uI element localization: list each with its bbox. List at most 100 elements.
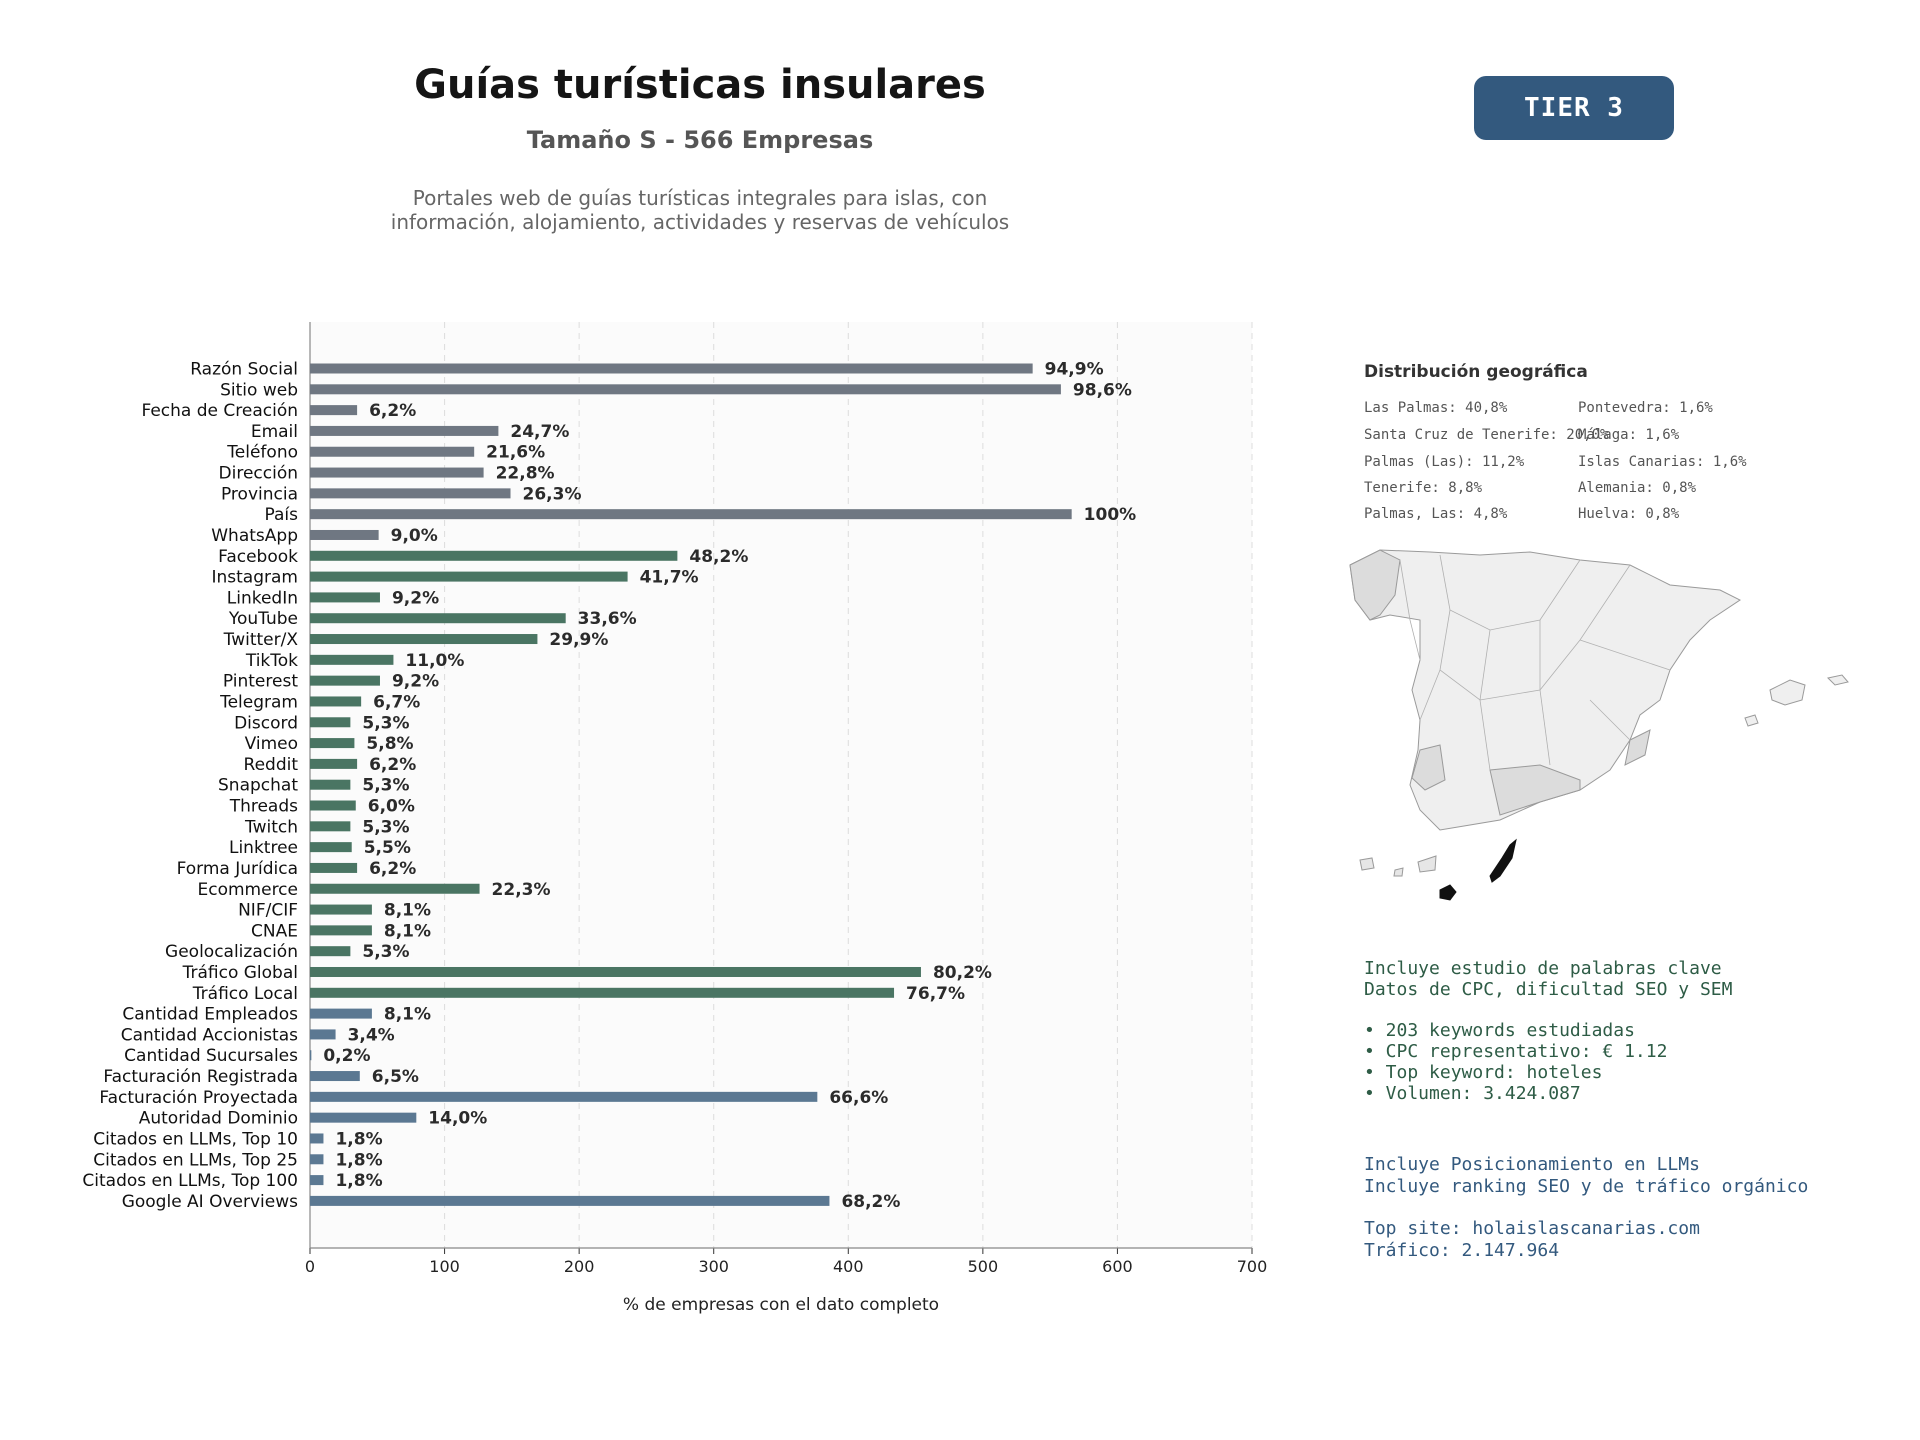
bar (310, 634, 538, 645)
bar-data-label: 41,7% (640, 568, 699, 588)
bar-data-label: 21,6% (486, 443, 545, 463)
x-tick-label: 500 (968, 1257, 999, 1276)
geo-item: Alemania: 0,8% (1578, 480, 1697, 496)
bar-data-label: 33,6% (578, 609, 637, 629)
top-site-traffic: Tráfico: 2.147.964 (1364, 1240, 1560, 1261)
bar (310, 738, 355, 749)
keywords-line: Datos de CPC, dificultad SEO y SEM (1364, 979, 1733, 1000)
y-tick-label: Teléfono (226, 443, 298, 463)
geo-item: Islas Canarias: 1,6% (1578, 454, 1747, 470)
bar-data-label: 80,2% (933, 963, 992, 983)
bar-data-label: 6,2% (369, 859, 416, 879)
bar (310, 904, 372, 915)
bar (310, 613, 566, 624)
bar-data-label: 5,8% (366, 734, 413, 754)
y-tick-label: NIF/CIF (238, 901, 298, 921)
y-tick-label: Tráfico Global (182, 963, 298, 983)
bar-data-label: 5,5% (364, 838, 411, 858)
bar (310, 446, 475, 457)
y-tick-label: Telegram (219, 692, 298, 712)
bar (310, 592, 380, 603)
bar (310, 696, 362, 707)
page-description: Portales web de guías turísticas integra… (300, 186, 1100, 234)
bar (310, 842, 352, 853)
bar (310, 529, 379, 540)
y-tick-label: Geolocalización (165, 942, 298, 962)
map-huelva (1411, 744, 1446, 791)
y-tick-label: LinkedIn (227, 588, 298, 608)
bar-data-label: 9,0% (391, 526, 438, 546)
bar-data-label: 5,3% (362, 713, 409, 733)
y-tick-label: Autoridad Dominio (139, 1109, 298, 1129)
bar-data-label: 48,2% (689, 547, 748, 567)
y-tick-label: Forma Jurídica (177, 859, 298, 879)
bar-data-label: 9,2% (392, 588, 439, 608)
y-tick-label: Twitter/X (223, 630, 299, 650)
bar-data-label: 6,2% (369, 755, 416, 775)
x-tick-label: 100 (429, 1257, 460, 1276)
keywords-bullet: • CPC representativo: € 1.12 (1364, 1041, 1668, 1062)
llm-line: Incluye ranking SEO y de tráfico orgánic… (1364, 1176, 1809, 1197)
bar (310, 966, 921, 977)
bar-data-label: 66,6% (829, 1088, 888, 1108)
y-tick-label: Cantidad Sucursales (124, 1046, 298, 1066)
y-tick-label: Facturación Proyectada (99, 1088, 298, 1108)
map-balearics (1769, 679, 1806, 706)
bar (310, 467, 484, 478)
bar-data-label: 76,7% (906, 984, 965, 1004)
map-canary-3 (1417, 855, 1437, 873)
y-tick-label: Cantidad Accionistas (121, 1025, 298, 1045)
bar (310, 363, 1033, 374)
bar-data-label: 24,7% (510, 422, 569, 442)
y-tick-label: Pinterest (223, 672, 298, 692)
x-tick-label: 600 (1102, 1257, 1133, 1276)
bar-data-label: 8,1% (384, 901, 431, 921)
bar-data-label: 9,2% (392, 672, 439, 692)
bar-data-label: 8,1% (384, 1005, 431, 1025)
spain-map (1349, 549, 1849, 901)
y-tick-label: Citados en LLMs, Top 25 (93, 1150, 298, 1170)
bar (310, 862, 358, 873)
bar-data-label: 0,2% (323, 1046, 370, 1066)
y-tick-label: Snapchat (218, 776, 298, 796)
bar (310, 488, 511, 499)
x-tick-label: 0 (305, 1257, 315, 1276)
y-tick-label: Sitio web (220, 380, 298, 400)
y-tick-label: TikTok (245, 651, 298, 671)
bar-data-label: 8,1% (384, 921, 431, 941)
geo-distribution-title: Distribución geográfica (1364, 362, 1588, 382)
bar (310, 1133, 324, 1144)
bar-data-label: 26,3% (523, 484, 582, 504)
bar (310, 1029, 336, 1040)
geo-item: Huelva: 0,8% (1578, 506, 1680, 522)
bar-data-label: 11,0% (405, 651, 464, 671)
x-tick-label: 400 (833, 1257, 864, 1276)
bar-data-label: 5,3% (362, 776, 409, 796)
y-tick-label: Ecommerce (198, 880, 299, 900)
keywords-bullet: • 203 keywords estudiadas (1364, 1020, 1635, 1041)
bar-data-label: 22,3% (492, 880, 551, 900)
bar-data-label: 5,3% (362, 942, 409, 962)
bar-data-label: 5,3% (362, 817, 409, 837)
geo-item: Las Palmas: 40,8% (1364, 400, 1508, 416)
y-tick-label: País (265, 505, 299, 525)
bar (310, 675, 380, 686)
bar-data-label: 14,0% (428, 1109, 487, 1129)
bar-data-label: 29,9% (549, 630, 608, 650)
y-tick-label: Fecha de Creación (141, 401, 298, 421)
y-tick-label: Reddit (244, 755, 299, 775)
bar-data-label: 68,2% (841, 1192, 900, 1212)
bar (310, 717, 351, 728)
bar-data-label: 22,8% (496, 464, 555, 484)
bar (310, 1091, 818, 1102)
bar-data-label: 6,7% (373, 692, 420, 712)
y-tick-label: Facebook (218, 547, 298, 567)
map-gran-canaria (1439, 884, 1457, 901)
y-tick-label: Email (251, 422, 298, 442)
bar (310, 883, 480, 894)
bar (310, 384, 1061, 395)
map-fuerteventura (1489, 838, 1517, 883)
bar (310, 1154, 324, 1165)
y-tick-label: Threads (229, 797, 298, 817)
y-tick-label: Instagram (212, 568, 299, 588)
